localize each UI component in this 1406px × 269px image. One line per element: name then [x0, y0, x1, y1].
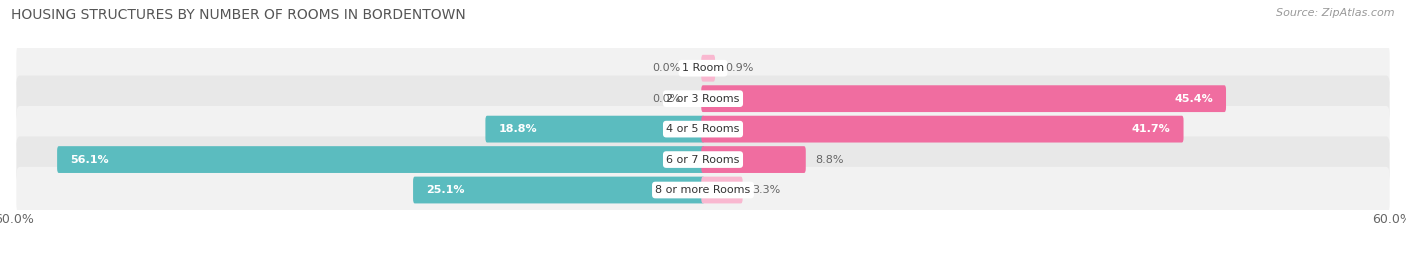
- Text: Source: ZipAtlas.com: Source: ZipAtlas.com: [1277, 8, 1395, 18]
- Text: 56.1%: 56.1%: [70, 155, 108, 165]
- FancyBboxPatch shape: [485, 116, 704, 143]
- Text: 8 or more Rooms: 8 or more Rooms: [655, 185, 751, 195]
- Text: 4 or 5 Rooms: 4 or 5 Rooms: [666, 124, 740, 134]
- FancyBboxPatch shape: [702, 177, 742, 203]
- FancyBboxPatch shape: [702, 146, 806, 173]
- FancyBboxPatch shape: [17, 136, 1389, 183]
- Text: 41.7%: 41.7%: [1132, 124, 1170, 134]
- Text: HOUSING STRUCTURES BY NUMBER OF ROOMS IN BORDENTOWN: HOUSING STRUCTURES BY NUMBER OF ROOMS IN…: [11, 8, 465, 22]
- FancyBboxPatch shape: [58, 146, 704, 173]
- Text: 8.8%: 8.8%: [815, 155, 844, 165]
- Text: 0.0%: 0.0%: [652, 63, 681, 73]
- FancyBboxPatch shape: [17, 167, 1389, 213]
- Text: 0.0%: 0.0%: [652, 94, 681, 104]
- Text: 1 Room: 1 Room: [682, 63, 724, 73]
- FancyBboxPatch shape: [702, 85, 1226, 112]
- FancyBboxPatch shape: [17, 76, 1389, 122]
- Text: 45.4%: 45.4%: [1174, 94, 1213, 104]
- Text: 0.9%: 0.9%: [725, 63, 754, 73]
- Text: 18.8%: 18.8%: [499, 124, 537, 134]
- Text: 25.1%: 25.1%: [426, 185, 465, 195]
- FancyBboxPatch shape: [702, 55, 716, 82]
- Text: 2 or 3 Rooms: 2 or 3 Rooms: [666, 94, 740, 104]
- Text: 3.3%: 3.3%: [752, 185, 780, 195]
- Text: 6 or 7 Rooms: 6 or 7 Rooms: [666, 155, 740, 165]
- FancyBboxPatch shape: [413, 177, 704, 203]
- FancyBboxPatch shape: [702, 116, 1184, 143]
- FancyBboxPatch shape: [17, 106, 1389, 152]
- FancyBboxPatch shape: [17, 45, 1389, 91]
